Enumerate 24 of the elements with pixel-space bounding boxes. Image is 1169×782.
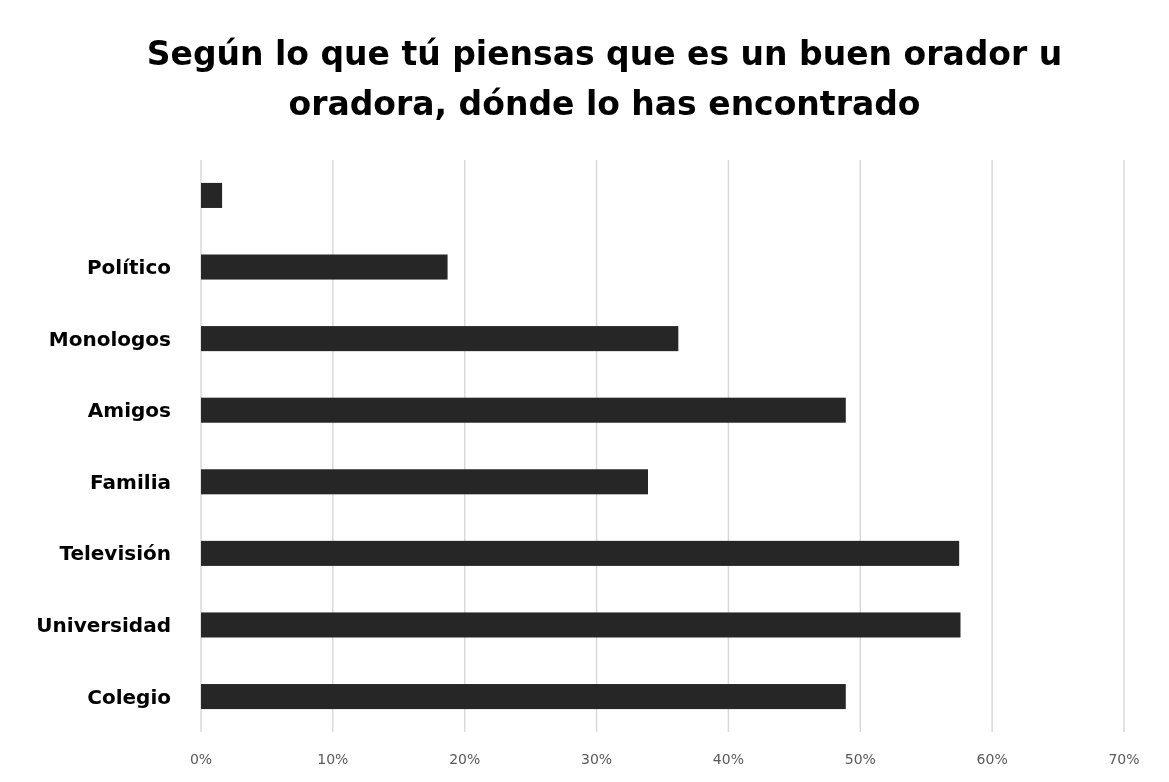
y-tick-label: Televisión <box>59 541 171 566</box>
y-tick-label: Colegio <box>87 684 171 709</box>
bar <box>201 397 846 423</box>
y-tick-label: Monologos <box>48 326 171 351</box>
x-tick-label: 40% <box>712 751 744 767</box>
bar <box>201 326 679 352</box>
bar <box>201 684 846 710</box>
chart-title: Según lo que tú piensas que es un buen orador u oradora, dónde lo has encontrado <box>146 34 1063 123</box>
x-tick-label: 60% <box>976 751 1008 767</box>
bar <box>201 182 223 208</box>
x-tick-label: 0% <box>189 751 213 767</box>
x-tick-label: 10% <box>317 751 349 767</box>
y-tick-label: Amigos <box>87 398 171 423</box>
y-tick-label: Familia <box>90 469 171 494</box>
y-tick-label: Universidad <box>36 612 171 637</box>
bar <box>201 254 448 280</box>
x-tick-label: 50% <box>844 751 876 767</box>
x-tick-label: 20% <box>449 751 481 767</box>
bar <box>201 469 648 495</box>
x-tick-label: 30% <box>581 751 613 767</box>
bar <box>201 612 961 638</box>
y-tick-label: Político <box>86 255 171 280</box>
x-tick-label: 70% <box>1108 751 1140 767</box>
bar <box>201 540 960 566</box>
